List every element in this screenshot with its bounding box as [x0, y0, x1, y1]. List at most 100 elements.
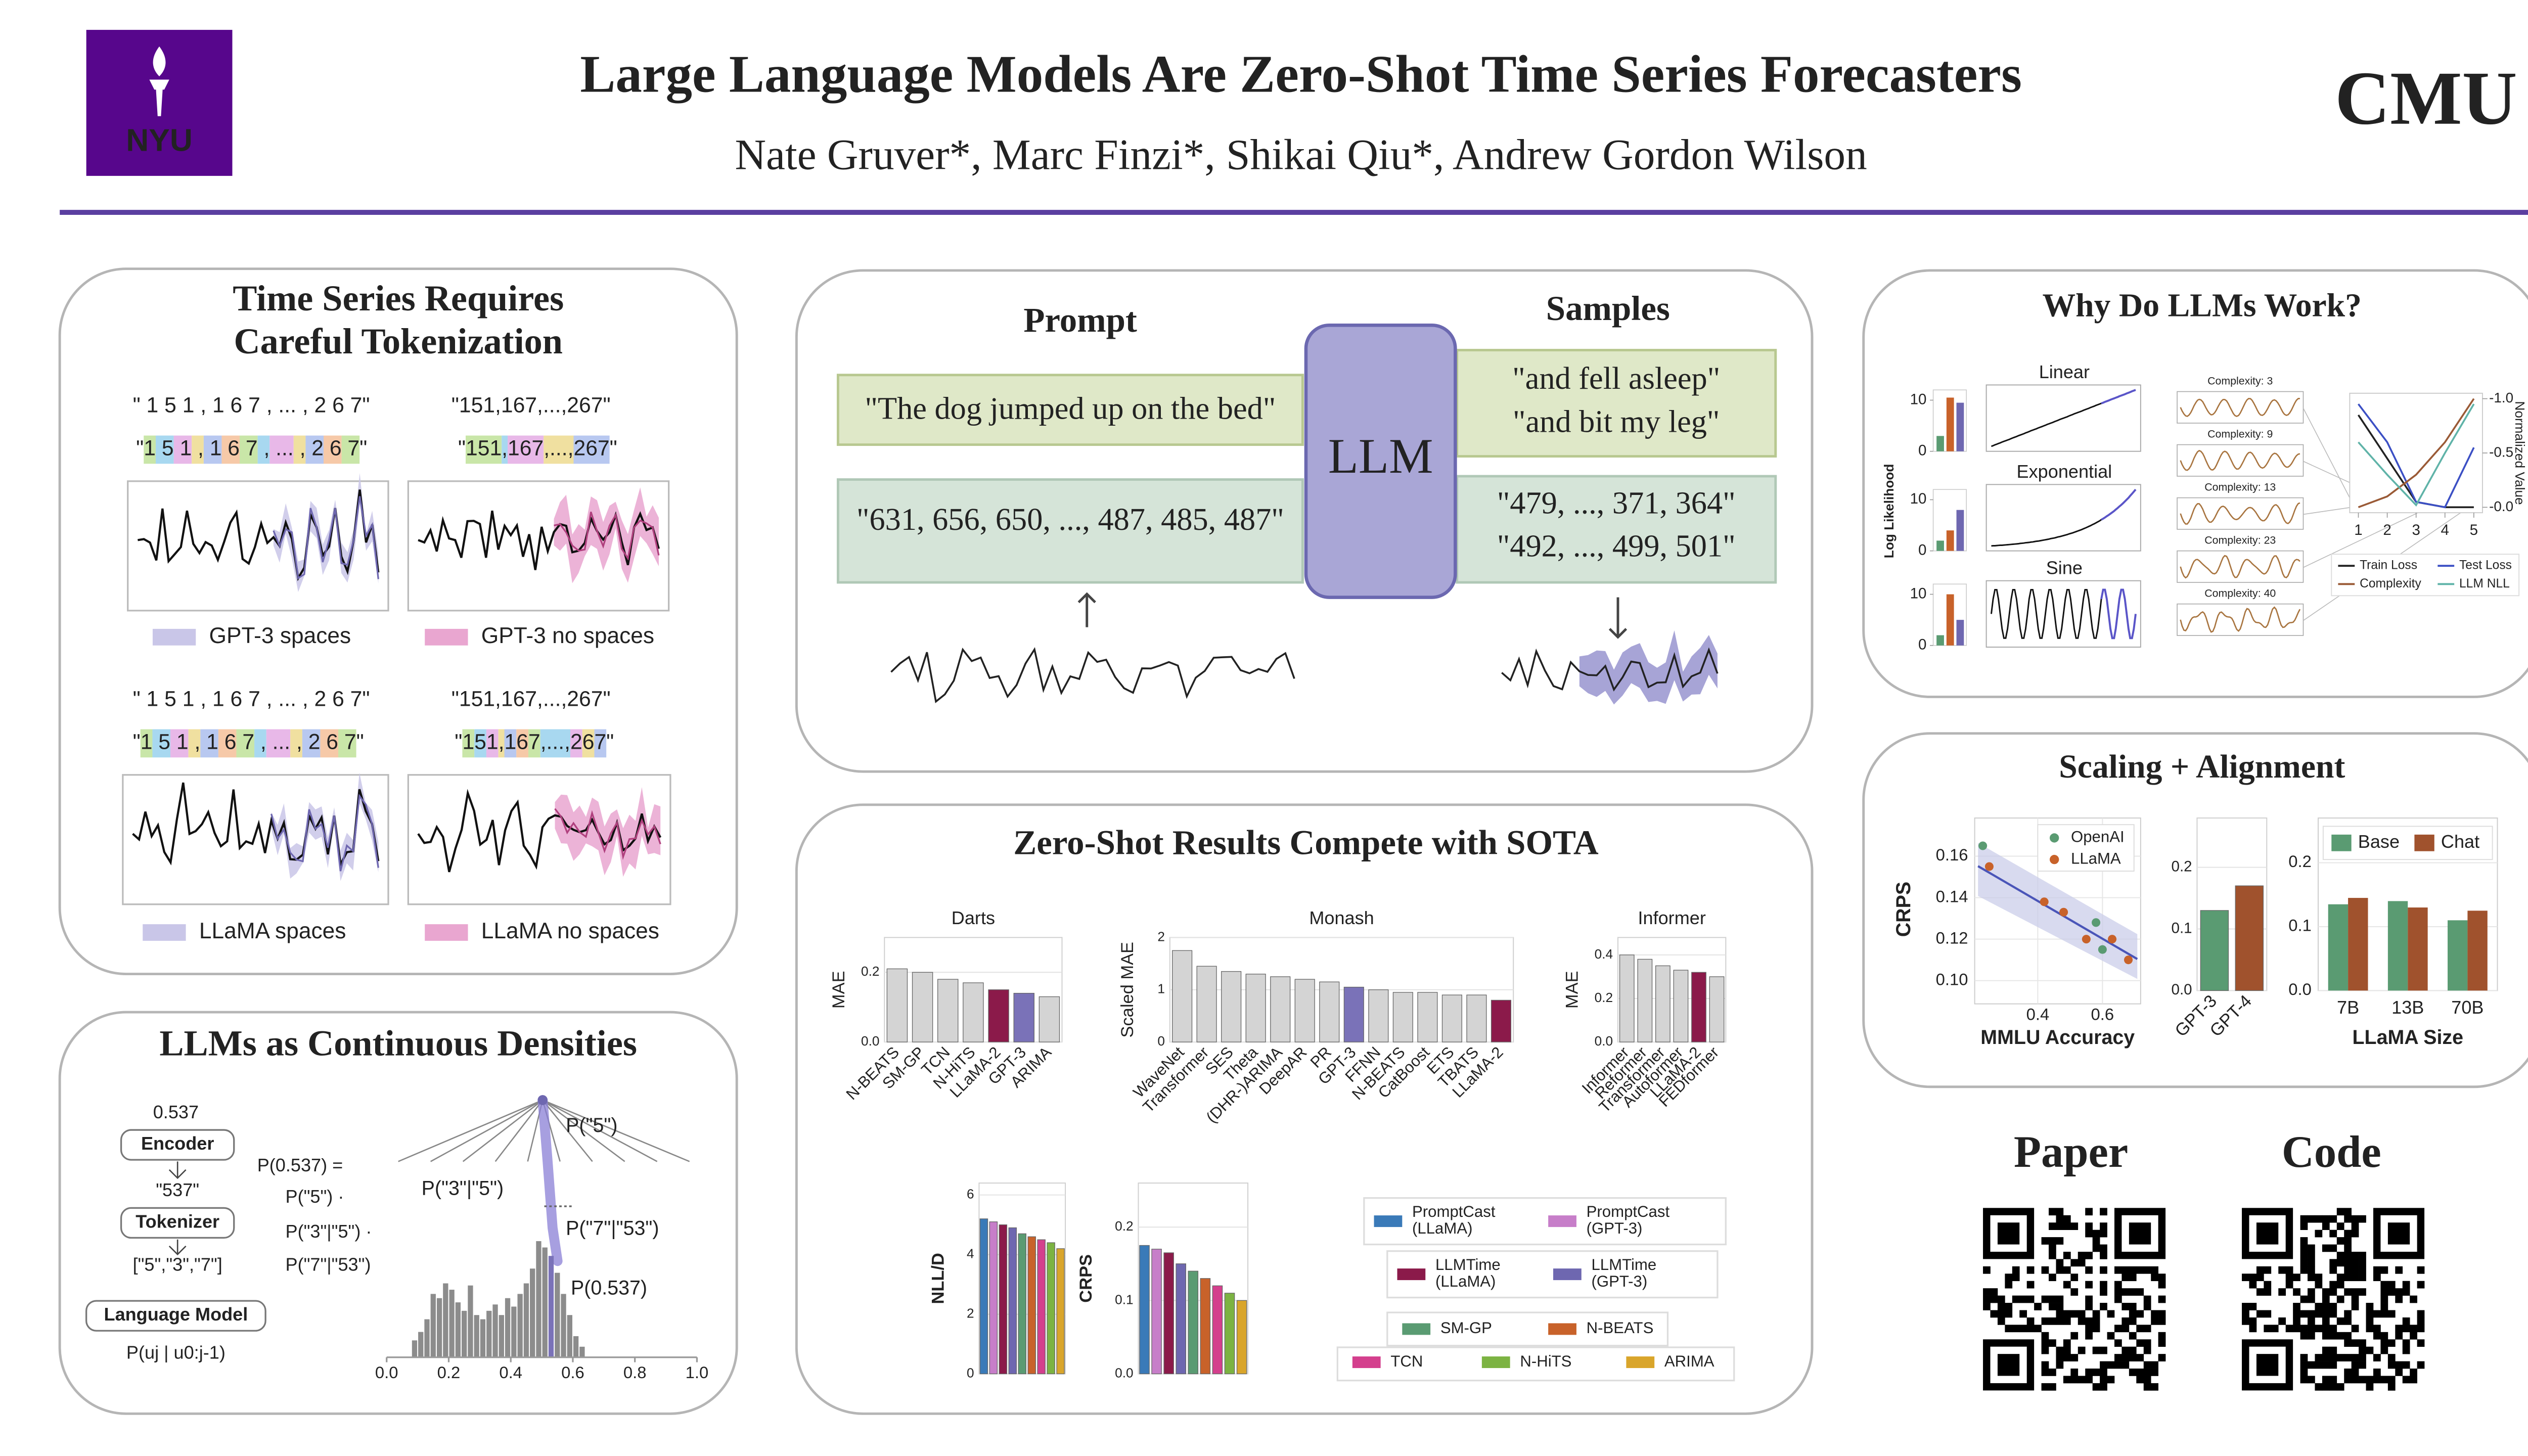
x-tick-label: 4 — [2441, 522, 2449, 538]
legend-label: GPT-3 no spaces — [481, 623, 654, 648]
qr-module — [2085, 1303, 2093, 1310]
qr-module — [2085, 1295, 2093, 1303]
bar — [1163, 1252, 1174, 1375]
bar — [1176, 1263, 1187, 1375]
bar — [963, 982, 984, 1042]
qr-module — [2070, 1273, 2079, 1282]
bar — [1224, 1293, 1235, 1375]
y-tick-label: 0.1 — [2172, 920, 2192, 936]
qr-module — [2410, 1325, 2417, 1333]
heading: Samples — [1546, 289, 1670, 328]
complexity-curve — [2180, 502, 2300, 525]
y-tick-label: -0.5 — [2489, 444, 2513, 460]
qr-module — [2085, 1317, 2093, 1325]
token-highlight — [320, 729, 339, 758]
qr-module — [2129, 1303, 2137, 1310]
legend-swatch — [152, 628, 196, 646]
qr-module — [2315, 1310, 2323, 1318]
token-highlight — [188, 729, 201, 758]
qr-module — [2285, 1325, 2293, 1333]
qr-module — [2329, 1310, 2337, 1318]
qr-module — [2121, 1325, 2130, 1333]
token-highlight — [257, 435, 270, 464]
sample-series: "479, ..., 371, 364" — [1497, 485, 1736, 520]
qr-module — [2078, 1376, 2086, 1384]
hist-bar — [449, 1290, 455, 1357]
raw-string: "151,167,...,267" — [452, 393, 611, 417]
y-tick-label: -1.0 — [2489, 390, 2513, 405]
qr-module — [2012, 1295, 2020, 1303]
qr-module — [2395, 1288, 2403, 1296]
panel-title: Time Series Requires — [233, 278, 564, 318]
plot-frame — [122, 774, 389, 905]
y-axis-label: CRPS — [1076, 1254, 1096, 1303]
hist-bar — [480, 1319, 486, 1357]
legend-label: ARIMA — [1664, 1352, 1714, 1370]
qr-module — [2315, 1273, 2323, 1282]
bar — [1946, 594, 1954, 646]
qr-module — [2078, 1346, 2086, 1354]
bar — [1236, 1300, 1247, 1375]
trend-band — [1978, 843, 2138, 979]
y-tick-label: 0.1 — [1115, 1292, 1134, 1307]
legend-label: LLMTime (LLaMA) — [1435, 1256, 1501, 1290]
token-highlight — [594, 729, 607, 758]
token: " — [136, 436, 144, 461]
legend-label: Train Loss — [2360, 559, 2417, 572]
qr-module — [2402, 1339, 2410, 1347]
qr-module — [2136, 1310, 2144, 1318]
qr-module — [2056, 1303, 2064, 1310]
qr-code — [1983, 1208, 2166, 1391]
qr-module — [2351, 1339, 2359, 1347]
bar — [1139, 1245, 1150, 1375]
bar — [1343, 986, 1364, 1042]
decomposition: P("5") · — [286, 1186, 344, 1207]
bar — [1655, 965, 1671, 1042]
qr-module — [2070, 1222, 2079, 1230]
qr-module — [2329, 1288, 2337, 1296]
qr-module — [2085, 1376, 2093, 1384]
y-axis-label: NLL/D — [929, 1253, 948, 1304]
complexity-curve — [2180, 555, 2300, 579]
heading: Prompt — [1023, 301, 1137, 339]
qr-module — [2336, 1222, 2344, 1230]
legend-swatch — [425, 628, 468, 646]
qr-module — [2271, 1325, 2279, 1333]
qr-module — [2143, 1376, 2151, 1384]
y-axis-label: Normalized Value — [2512, 401, 2527, 505]
y-tick-label: 0.2 — [1595, 990, 1613, 1005]
qr-module — [2315, 1361, 2323, 1369]
plot-frame — [1985, 484, 2141, 552]
token: , — [290, 730, 302, 754]
token: , — [189, 730, 201, 754]
curve-title: Linear — [2039, 361, 2090, 382]
qr-module — [2026, 1317, 2035, 1325]
qr-module — [2056, 1354, 2064, 1361]
qr-module — [2315, 1354, 2323, 1361]
bar — [2408, 907, 2428, 991]
qr-module — [2005, 1281, 2013, 1289]
qr-module — [2293, 1317, 2300, 1325]
token-highlight — [152, 729, 171, 758]
x-tick-label: 2 — [2383, 522, 2391, 538]
qr-module — [2114, 1361, 2122, 1369]
qr-module — [2026, 1266, 2035, 1274]
token: 5 — [152, 730, 170, 754]
qr-module — [2100, 1376, 2107, 1384]
legend-swatch — [1548, 1215, 1576, 1227]
qr-module — [2395, 1332, 2403, 1340]
qr-module — [2300, 1237, 2308, 1245]
token-highlight — [266, 729, 291, 758]
qr-module — [2070, 1310, 2079, 1318]
legend-label: Chat — [2441, 831, 2479, 852]
qr-module — [2114, 1295, 2122, 1303]
qr-module — [2417, 1361, 2425, 1369]
token: 1 — [486, 730, 499, 754]
qr-module — [2329, 1244, 2337, 1252]
qr-module — [2359, 1273, 2366, 1282]
y-tick-label: 0.0 — [2288, 980, 2312, 998]
bar — [1056, 1248, 1065, 1375]
token: 1 — [200, 730, 218, 754]
qr-module — [2308, 1310, 2315, 1318]
block-label: Encoder — [141, 1133, 214, 1154]
